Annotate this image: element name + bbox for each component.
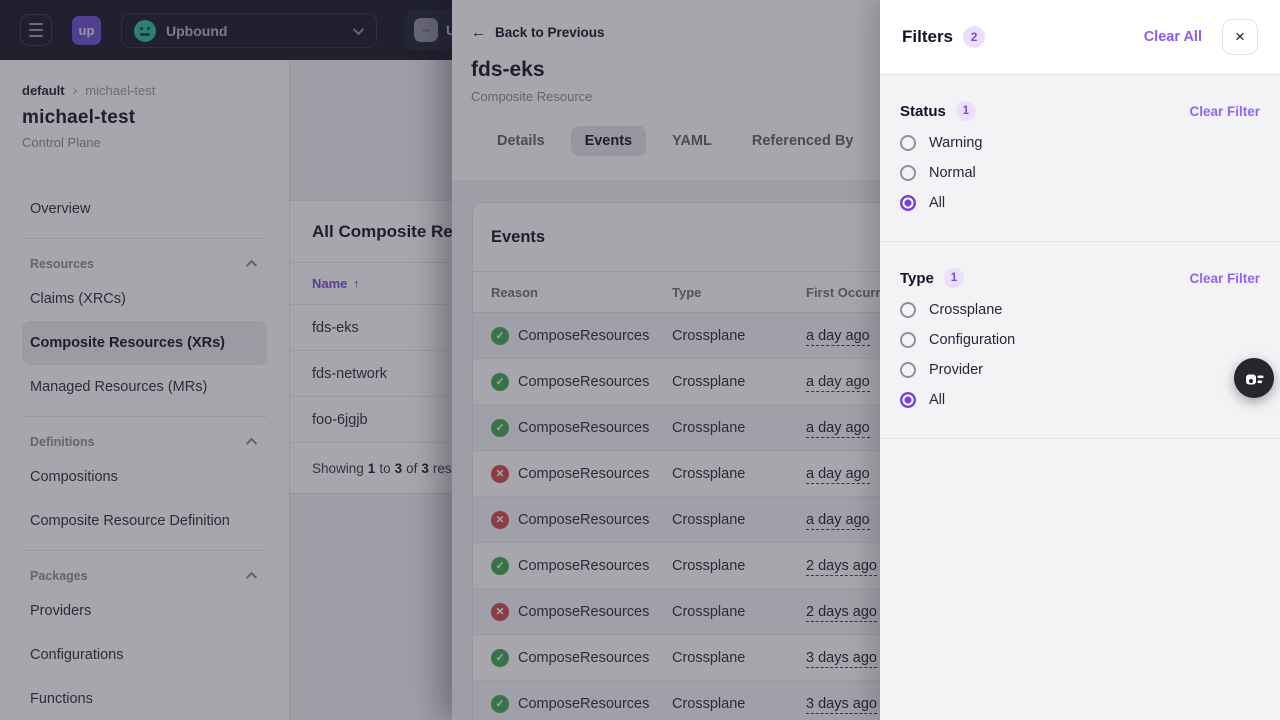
sidebar-item-claims[interactable]: Claims (XRCs) [30, 291, 126, 307]
clear-all-button[interactable]: Clear All [1143, 29, 1202, 45]
sidebar-section-definitions[interactable]: Definitions [22, 429, 267, 455]
tab-details[interactable]: Details [497, 133, 545, 149]
close-icon: × [1235, 27, 1245, 46]
status-ok-icon [491, 326, 509, 345]
filters-panel: Filters 2 Clear All × Status 1 Clear Fil… [880, 0, 1280, 720]
control-plane-title: michael-test [22, 107, 136, 128]
status-ok-icon [491, 694, 509, 713]
status-ok-icon [491, 372, 509, 391]
resource-title: fds-eks [471, 58, 545, 81]
org-name: Upbound [166, 22, 228, 39]
sort-ascending-icon: ↑ [353, 276, 360, 291]
radio-icon[interactable] [900, 135, 916, 151]
event-row: ComposeResources Crossplane 2 days ago [473, 543, 1071, 589]
control-plane-icon [414, 18, 438, 42]
status-ok-icon [491, 648, 509, 667]
filters-title: Filters [902, 27, 954, 46]
radio-icon[interactable] [900, 302, 916, 318]
resource-subtitle: Composite Resource [471, 89, 593, 104]
filters-header: Filters 2 Clear All × [880, 0, 1280, 75]
column-type: Type [672, 284, 702, 300]
events-column-headers: Reason Type First Occurred [473, 272, 1071, 313]
filters-body: Status 1 Clear Filter Warning Normal All [880, 75, 1280, 720]
first-occurred-link[interactable]: a day ago [806, 327, 870, 346]
radio-selected-icon[interactable] [900, 392, 916, 408]
divider [22, 238, 267, 239]
status-ok-icon [491, 418, 509, 437]
filter-list-icon [1246, 374, 1264, 385]
tab-events[interactable]: Events [570, 126, 647, 156]
column-first-occurred: First Occurred [806, 284, 896, 300]
sidebar-item-composite-resources[interactable]: Composite Resources (XRs) [22, 321, 267, 365]
breadcrumb: default › michael-test [22, 82, 267, 98]
breadcrumb-separator-icon: › [72, 82, 78, 98]
sidebar-nav: Overview Resources Claims (XRCs) Composi… [22, 187, 267, 720]
control-plane-subtitle: Control Plane [22, 135, 101, 150]
sidebar-item-functions[interactable]: Functions [30, 691, 93, 707]
divider [22, 550, 267, 551]
radio-option-provider[interactable]: Provider [900, 362, 1260, 378]
radio-option-warning[interactable]: Warning [900, 135, 1260, 151]
first-occurred-link[interactable]: 3 days ago [806, 695, 877, 714]
filters-count-badge: 2 [963, 26, 986, 48]
first-occurred-link[interactable]: a day ago [806, 373, 870, 392]
first-occurred-link[interactable]: a day ago [806, 511, 870, 530]
tab-yaml[interactable]: YAML [672, 133, 712, 149]
hamburger-icon [29, 23, 43, 25]
control-plane-label: U [446, 22, 456, 38]
sidebar-item-overview[interactable]: Overview [30, 201, 91, 217]
event-row: ComposeResources Crossplane 3 days ago [473, 635, 1071, 681]
sidebar-section-packages[interactable]: Packages [22, 563, 267, 589]
sidebar-item-xrd[interactable]: Composite Resource Definition [30, 513, 230, 529]
sidebar: default › michael-test michael-test Cont… [0, 60, 290, 720]
first-occurred-link[interactable]: 3 days ago [806, 649, 877, 668]
sidebar-section-resources[interactable]: Resources [22, 251, 267, 277]
org-avatar-icon [134, 19, 156, 42]
detail-tabs: Details Events YAML Referenced By [483, 126, 1260, 156]
divider [22, 416, 267, 417]
close-button[interactable]: × [1222, 19, 1258, 55]
breadcrumb-current: michael-test [85, 82, 156, 98]
radio-option-all-type[interactable]: All [900, 392, 1260, 408]
sidebar-item-configurations[interactable]: Configurations [30, 647, 124, 663]
radio-option-crossplane[interactable]: Crossplane [900, 302, 1260, 318]
column-reason: Reason [491, 284, 538, 300]
status-error-icon [491, 510, 509, 529]
hamburger-menu-button[interactable] [20, 14, 52, 46]
status-count-badge: 1 [955, 101, 976, 121]
clear-type-filter-button[interactable]: Clear Filter [1189, 270, 1260, 286]
org-switcher-dropdown[interactable]: Upbound [121, 13, 377, 48]
radio-icon[interactable] [900, 332, 916, 348]
sidebar-item-compositions[interactable]: Compositions [30, 469, 118, 485]
back-arrow-icon: ← [471, 24, 486, 41]
first-occurred-link[interactable]: 2 days ago [806, 557, 877, 576]
clear-status-filter-button[interactable]: Clear Filter [1189, 103, 1260, 119]
event-row: ComposeResources Crossplane a day ago [473, 359, 1071, 405]
radio-icon[interactable] [900, 362, 916, 378]
status-ok-icon [491, 556, 509, 575]
status-error-icon [491, 464, 509, 483]
event-row: ComposeResources Crossplane a day ago [473, 451, 1071, 497]
first-occurred-link[interactable]: a day ago [806, 419, 870, 438]
radio-option-configuration[interactable]: Configuration [900, 332, 1260, 348]
radio-option-normal[interactable]: Normal [900, 165, 1260, 181]
sidebar-item-providers[interactable]: Providers [30, 603, 92, 619]
breadcrumb-parent[interactable]: default [22, 82, 65, 98]
filter-fab-button[interactable] [1234, 358, 1274, 398]
back-to-previous-link[interactable]: ← Back to Previous [471, 24, 605, 41]
sidebar-item-managed-resources[interactable]: Managed Resources (MRs) [30, 379, 208, 395]
first-occurred-link[interactable]: 2 days ago [806, 603, 877, 622]
filter-section-type: Type 1 Clear Filter Crossplane Configura… [880, 242, 1280, 439]
radio-selected-icon[interactable] [900, 195, 916, 211]
tab-referenced-by[interactable]: Referenced By [751, 133, 854, 149]
type-count-badge: 1 [943, 268, 964, 288]
radio-option-all-status[interactable]: All [900, 195, 1260, 211]
filter-section-status: Status 1 Clear Filter Warning Normal All [880, 75, 1280, 242]
upbound-logo[interactable]: up [72, 16, 101, 45]
events-card-title: Events [491, 227, 546, 246]
status-error-icon [491, 602, 509, 621]
radio-icon[interactable] [900, 165, 916, 181]
first-occurred-link[interactable]: a day ago [806, 465, 870, 484]
